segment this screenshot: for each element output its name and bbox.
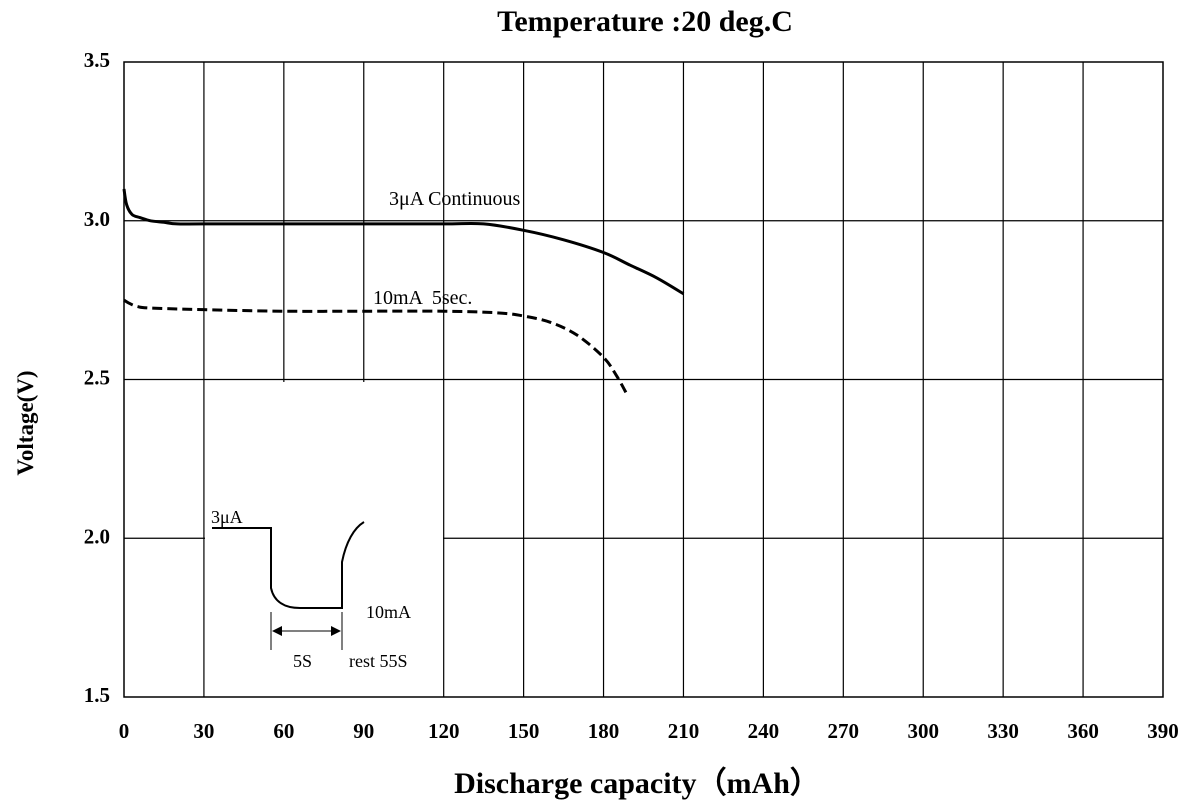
inset-label-3ua: 3μA [211, 507, 243, 527]
inset-background [205, 382, 443, 697]
x-axis-label: Discharge capacity（mAh） [454, 766, 820, 800]
series-line-0 [122, 188, 685, 296]
x-tick-label: 150 [508, 719, 540, 743]
inset-arrowhead-right [331, 626, 341, 636]
x-tick-label: 60 [273, 719, 294, 743]
x-tick-labels: 0 30 60 90 120 150 180 210 240 270 300 330 360 390 [119, 719, 1179, 743]
x-tick-label: 180 [588, 719, 620, 743]
chart-title: Temperature :20 deg.C [497, 5, 793, 38]
x-tick-label: 0 [119, 719, 130, 743]
plot-frame [123, 61, 1164, 698]
x-tick-label: 120 [428, 719, 460, 743]
series-layer [122, 188, 685, 397]
y-axis-label: Voltage(V) [13, 370, 38, 475]
series-label-3ua-continuous: 3μA Continuous [389, 188, 521, 210]
series-label-10ma-5sec: 10mA 5sec. [373, 287, 472, 309]
inset-label-10ma: 10mA [366, 602, 411, 622]
inset-label-rest: rest 55S [349, 651, 408, 671]
y-tick-label: 1.5 [84, 683, 110, 707]
x-tick-label: 270 [828, 719, 860, 743]
x-tick-label: 90 [353, 719, 374, 743]
x-tick-label: 210 [668, 719, 700, 743]
grid-lines [124, 62, 1163, 697]
inset-pulse-waveform [212, 521, 365, 609]
y-tick-label: 3.5 [84, 48, 110, 72]
inset-pulse-diagram: 3μA 10mA 5S rest 55S [205, 382, 443, 697]
y-tick-label: 2.5 [84, 366, 110, 390]
series-line-1 [123, 298, 629, 397]
y-tick-label: 2.0 [84, 524, 110, 548]
x-tick-label: 240 [748, 719, 780, 743]
inset-arrowhead-left [272, 626, 282, 636]
x-tick-label: 390 [1147, 719, 1179, 743]
inset-label-5s: 5S [293, 651, 312, 671]
y-tick-labels: 1.5 2.0 2.5 3.0 3.5 [84, 48, 110, 707]
x-tick-label: 360 [1067, 719, 1099, 743]
x-tick-label: 300 [907, 719, 939, 743]
x-tick-label: 330 [987, 719, 1019, 743]
x-tick-label: 30 [193, 719, 214, 743]
y-tick-label: 3.0 [84, 207, 110, 231]
